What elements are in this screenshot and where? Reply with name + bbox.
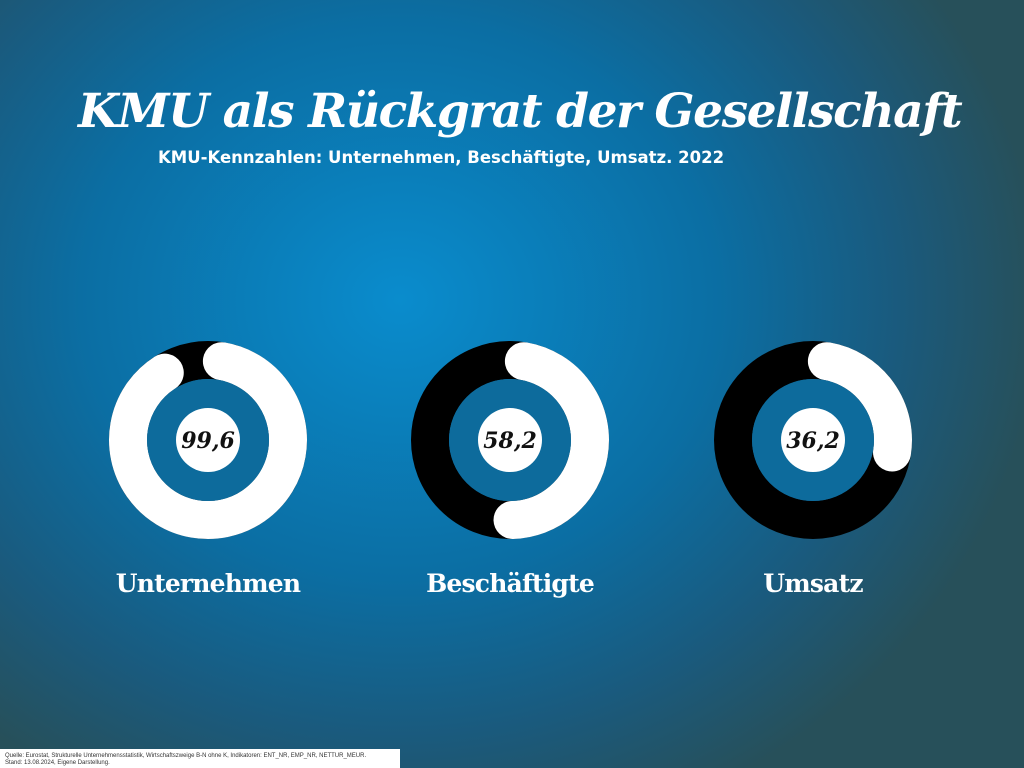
donut-center-unternehmen xyxy=(176,408,240,472)
data-label-umsatz: 36,2 xyxy=(786,428,840,454)
source-line-1: Quelle: Eurostat, Strukturelle Unternehm… xyxy=(5,753,367,759)
category-label-umsatz: Umsatz xyxy=(763,569,863,598)
page-title: KMU als Rückgrat der Gesellschaft xyxy=(78,84,963,139)
donut-unternehmen: 99,6 Unternehmen xyxy=(109,341,307,598)
category-label-unternehmen: Unternehmen xyxy=(116,569,301,598)
data-label-unternehmen: 99,6 xyxy=(181,428,235,454)
source-line-2: Stand: 13.08.2024, Eigene Darstellung. xyxy=(5,760,110,766)
data-label-besch-ftigte: 58,2 xyxy=(483,428,537,454)
donut-share-umsatz xyxy=(714,341,912,539)
donut-share-unternehmen xyxy=(109,341,307,539)
page-subtitle: KMU-Kennzahlen: Unternehmen, Beschäftigt… xyxy=(158,148,725,167)
donut-besch-ftigte: 58,2 Beschäftigte xyxy=(411,341,609,598)
donut-center-besch-ftigte xyxy=(478,408,542,472)
category-label-besch-ftigte: Beschäftigte xyxy=(426,569,594,598)
donut-share-besch-ftigte xyxy=(411,341,609,539)
donut-center-umsatz xyxy=(781,408,845,472)
source-note: Quelle: Eurostat, Strukturelle Unternehm… xyxy=(0,749,400,768)
donut-umsatz: 36,2 Umsatz xyxy=(714,341,912,598)
